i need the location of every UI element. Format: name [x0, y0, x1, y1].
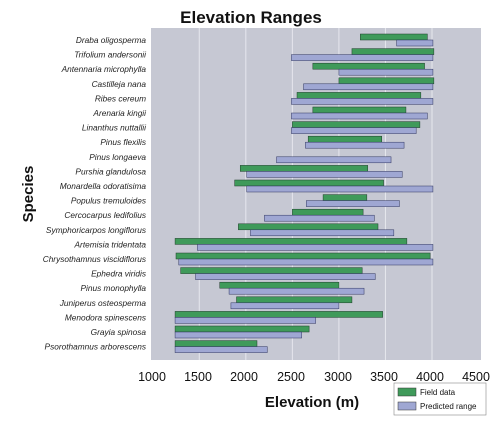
field-range-bar [296, 92, 422, 99]
species-label: Symphoricarpos longiflorus [46, 225, 146, 235]
field-range-bar [292, 208, 364, 216]
predicted-range-bar [305, 141, 405, 149]
x-tick-label: 1500 [184, 370, 212, 384]
predicted-range-bar [195, 273, 376, 280]
species-label: Juniperus osteosperma [59, 298, 147, 308]
predicted-range-bar [246, 171, 403, 178]
x-tick-label: 4000 [416, 370, 444, 384]
species-label: Pinus flexilis [100, 137, 146, 147]
x-tick-label: 2500 [277, 370, 305, 384]
species-label: Draba oligosperma [76, 35, 146, 45]
species-label: Ribes cereum [95, 93, 146, 103]
x-tick-labels: 1000 1500 2000 2500 3000 3500 4000 4500 [138, 370, 490, 384]
field-range-bar [307, 135, 382, 143]
field-range-bar [338, 77, 435, 85]
species-label: Menodora spinescens [65, 312, 146, 322]
predicted-range-bar [228, 287, 365, 295]
chart-title: Elevation Ranges [180, 8, 322, 27]
legend: Field data Predicted range [393, 382, 487, 416]
species-label: Trifolium andersonii [74, 50, 147, 60]
predicted-range-bar [291, 98, 434, 105]
predicted-range-bar [174, 317, 316, 324]
field-range-bar [174, 340, 258, 347]
species-label: Psorothamnus arborescens [45, 342, 146, 352]
field-range-bar [174, 325, 310, 333]
legend-swatch-predicted [397, 401, 417, 411]
y-axis-title: Species [20, 166, 37, 223]
field-range-bar [238, 223, 379, 231]
predicted-range-bar [174, 346, 268, 353]
field-range-bar [312, 62, 425, 70]
field-range-bar [360, 33, 428, 41]
predicted-range-bar [291, 127, 417, 134]
predicted-range-bar [264, 214, 375, 222]
species-label: Antennaria microphylla [61, 64, 147, 74]
legend-label-field: Field data [420, 388, 456, 397]
legend-swatch-field [397, 387, 417, 397]
legend-label-predicted: Predicted range [420, 402, 477, 411]
predicted-range-bar [276, 156, 392, 164]
field-range-bar [174, 238, 408, 245]
field-range-bar [219, 281, 340, 289]
species-label: Castilleja nana [92, 79, 147, 89]
species-label: Ephedra viridis [91, 269, 146, 279]
field-range-bar [234, 179, 384, 187]
predicted-range-bar [306, 200, 400, 207]
species-label: Purshia glandulosa [75, 166, 146, 176]
predicted-range-bar [246, 185, 434, 193]
predicted-range-bar [396, 39, 434, 47]
predicted-range-bar [197, 244, 434, 251]
x-tick-label: 3500 [370, 370, 398, 384]
predicted-range-bar [291, 54, 434, 61]
predicted-range-bar [178, 258, 434, 266]
species-label: Pinus monophylla [81, 283, 147, 293]
species-label: Monardella odoratisima [60, 181, 147, 191]
predicted-range-bar [250, 229, 395, 237]
x-tick-label: 2000 [230, 370, 258, 384]
field-range-bar [180, 267, 363, 274]
species-label: Arenaria kingii [92, 108, 147, 118]
range-bars [174, 33, 435, 353]
field-range-bar [322, 194, 368, 201]
species-label: Pinus longaeva [89, 152, 146, 162]
species-label: Linanthus nuttallii [82, 123, 147, 133]
species-labels: Draba oligosperma Trifolium andersonii Ant… [43, 35, 147, 352]
predicted-range-bar [303, 83, 434, 91]
field-range-bar [174, 311, 383, 318]
field-range-bar [312, 106, 407, 114]
species-label: Cercocarpus ledifolius [64, 210, 146, 220]
predicted-range-bar [338, 68, 434, 76]
field-range-bar [292, 121, 421, 128]
field-range-bar [239, 165, 369, 172]
predicted-range-bar [230, 302, 340, 310]
predicted-range-bar [291, 112, 428, 120]
species-label: Populus tremuloides [71, 196, 146, 206]
field-range-bar [351, 48, 435, 55]
species-label: Chrysothamnus viscidiflorus [43, 254, 146, 264]
species-label: Grayia spinosa [91, 327, 147, 337]
predicted-range-bar [174, 331, 302, 339]
species-label: Artemisia tridentata [74, 239, 147, 249]
field-range-bar [236, 296, 353, 304]
field-range-bar [175, 252, 431, 260]
x-tick-label: 3000 [324, 370, 352, 384]
x-axis-title: Elevation (m) [265, 394, 359, 411]
x-tick-label: 1000 [138, 370, 166, 384]
x-tick-label: 4500 [462, 370, 490, 384]
